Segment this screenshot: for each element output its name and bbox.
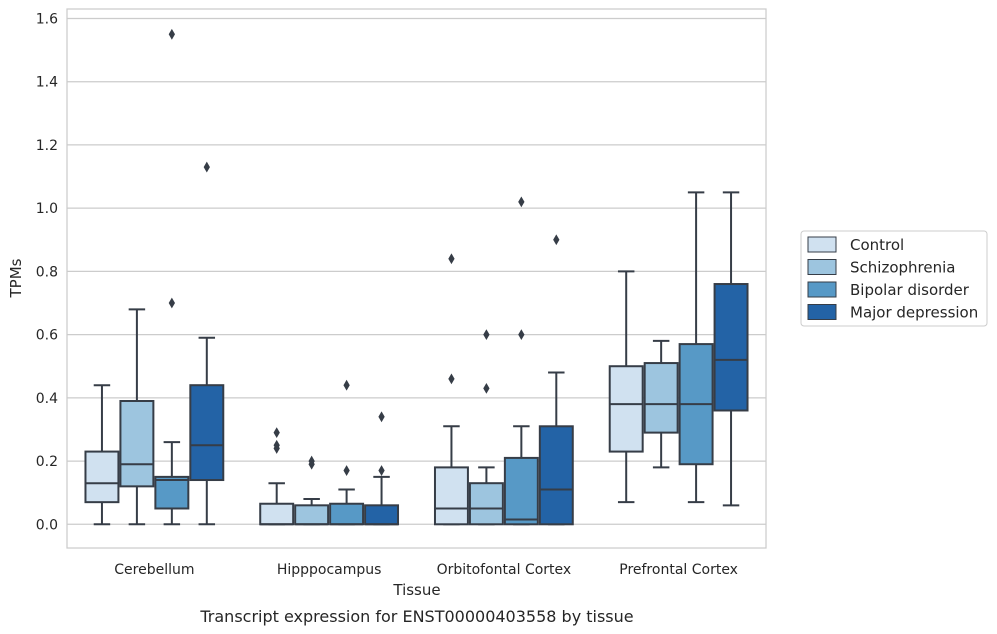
outlier-point: [273, 427, 280, 439]
box-major-depression: [538, 234, 574, 526]
box-control: [84, 384, 120, 526]
box-bipolar-disorder: [678, 191, 714, 504]
legend-swatch: [807, 281, 837, 298]
y-tick-label: 1.4: [36, 75, 58, 91]
legend: Control Schizophrenia Bipolar disorder Majo…: [800, 230, 988, 327]
box-control: [259, 427, 295, 526]
box-control: [433, 253, 469, 526]
box-control: [608, 270, 644, 504]
outlier-point: [448, 253, 455, 265]
box-bipolar-disorder: [154, 28, 190, 526]
outlier-point: [378, 465, 385, 476]
box-body: [538, 425, 574, 526]
x-tick-label: Orbitofontal Cortex: [437, 562, 572, 578]
y-tick-label: 1.2: [36, 138, 58, 154]
legend-label: Control: [850, 236, 904, 254]
y-tick-label: 0.8: [36, 264, 58, 280]
box-major-depression: [364, 411, 400, 526]
plot-frame: [66, 8, 767, 549]
box-body: [608, 365, 644, 453]
y-tick-label: 0.2: [36, 454, 58, 470]
outlier-point: [273, 439, 280, 451]
y-axis-label: TPMs: [7, 258, 25, 298]
outlier-point: [168, 297, 175, 309]
outlier-point: [343, 379, 350, 391]
legend-swatch: [807, 304, 837, 320]
outlier-point: [483, 382, 490, 394]
y-tick-label: 1.0: [36, 201, 58, 217]
outlier-point: [448, 373, 455, 385]
legend-label: Schizophrenia: [850, 259, 955, 277]
outlier-point: [483, 329, 490, 341]
box-body: [643, 362, 679, 434]
legend-swatch: [807, 259, 837, 275]
legend-label: Bipolar disorder: [850, 281, 970, 299]
box-bipolar-disorder: [503, 196, 539, 526]
x-tick-labels: Cerebellum Hipppocampus Orbitofontal Corte…: [114, 562, 738, 578]
box-body: [433, 466, 469, 526]
box-schizophrenia: [119, 308, 155, 526]
outlier-point: [168, 28, 175, 40]
outlier-point: [518, 329, 525, 341]
legend-swatch: [807, 236, 837, 253]
x-axis-label: Tissue: [392, 581, 440, 599]
box-body: [259, 502, 295, 526]
outlier-point: [343, 465, 350, 476]
x-tick-label: Cerebellum: [114, 562, 194, 578]
box-schizophrenia: [294, 455, 330, 526]
chart-caption: Transcript expression for ENST0000040355…: [199, 607, 633, 626]
outlier-point: [518, 196, 525, 208]
y-tick-label: 1.6: [36, 11, 58, 27]
box-body: [189, 384, 225, 482]
y-tick-label: 0.6: [36, 328, 58, 344]
boxes-layer: [84, 28, 749, 526]
y-tick-label: 0.0: [36, 517, 58, 533]
y-tick-labels: 0.0 0.2 0.4 0.6 0.8 1.0 1.2 1.4 1.6: [36, 11, 58, 533]
box-body: [503, 456, 539, 526]
box-body: [84, 450, 120, 504]
outlier-point: [308, 455, 315, 467]
box-schizophrenia: [468, 329, 504, 526]
box-major-depression: [713, 191, 749, 507]
x-tick-label: Hipppocampus: [277, 562, 382, 578]
legend-frame: [800, 230, 988, 327]
outlier-point: [378, 411, 385, 423]
grid-lines: [67, 17, 766, 525]
box-body: [294, 504, 330, 526]
box-body: [468, 482, 504, 526]
box-body: [329, 502, 365, 526]
x-tick-label: Prefrontal Cortex: [619, 562, 738, 578]
box-schizophrenia: [643, 339, 679, 469]
legend-label: Major depression: [850, 304, 978, 322]
box-body: [119, 400, 155, 488]
y-tick-label: 0.4: [36, 391, 58, 407]
outlier-point: [203, 161, 210, 173]
outlier-point: [553, 234, 560, 246]
box-bipolar-disorder: [329, 379, 365, 526]
box-body: [713, 283, 749, 412]
box-body: [364, 504, 400, 526]
box-body: [154, 475, 190, 510]
box-major-depression: [189, 161, 225, 526]
